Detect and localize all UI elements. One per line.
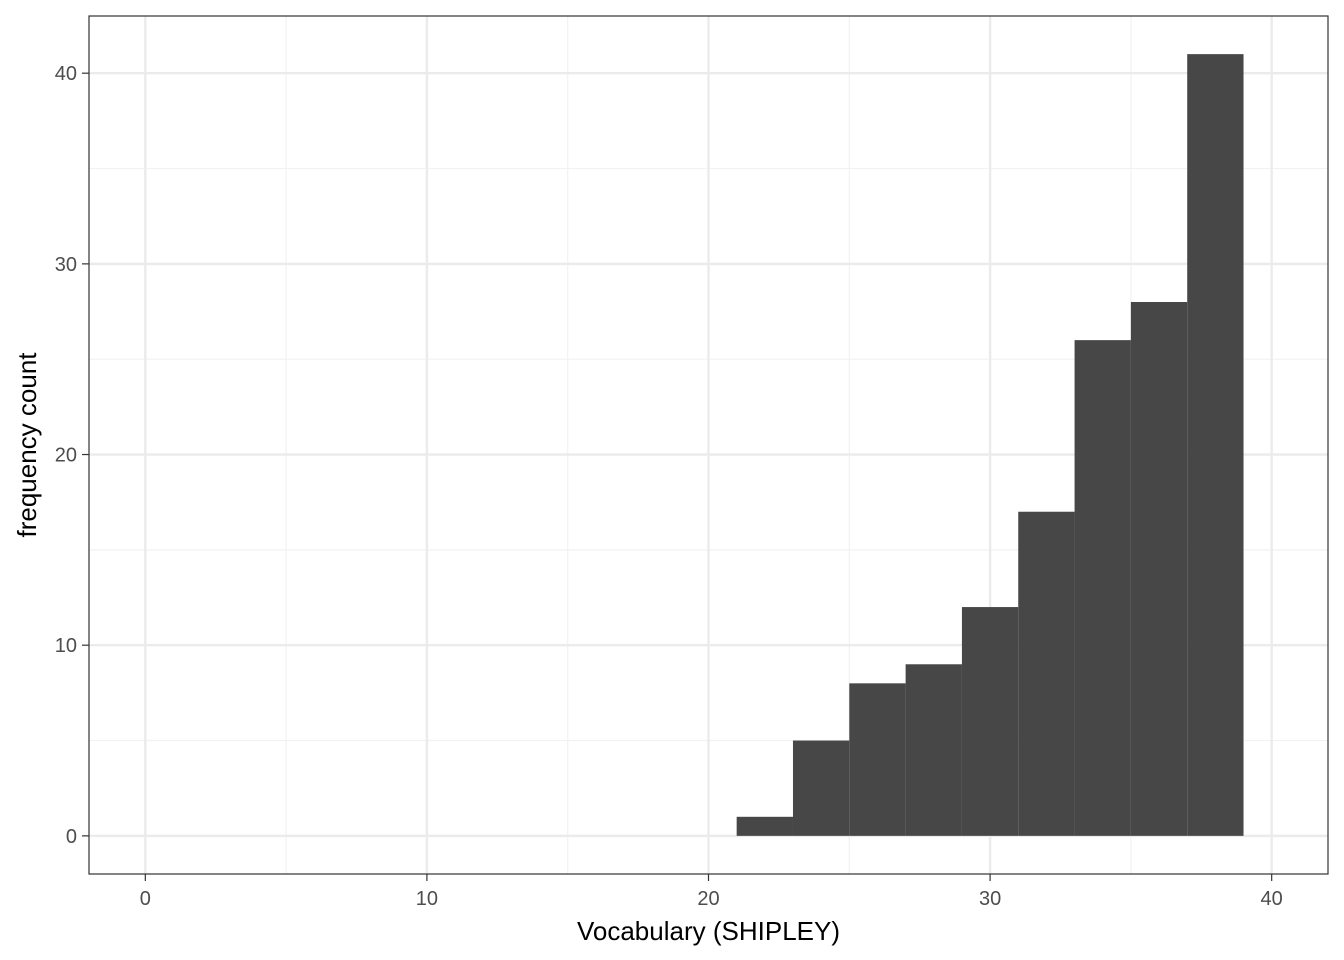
histogram-bar <box>849 683 906 836</box>
histogram-bar <box>792 740 850 836</box>
histogram-bars <box>736 54 1244 836</box>
x-tick-label: 30 <box>979 888 1001 910</box>
y-tick-label: 0 <box>66 826 77 848</box>
x-tick-label: 20 <box>697 888 719 910</box>
y-axis-title: frequency count <box>12 352 42 538</box>
x-axis-ticks: 0 10 20 30 40 <box>140 874 1283 910</box>
histogram-bar <box>905 664 962 836</box>
histogram-bar <box>1074 340 1131 836</box>
histogram-bar <box>1187 54 1244 836</box>
histogram-bar <box>736 816 793 836</box>
x-axis-title: Vocabulary (SHIPLEY) <box>577 916 840 946</box>
x-tick-label: 40 <box>1261 888 1283 910</box>
x-tick-label: 0 <box>140 888 151 910</box>
y-tick-label: 20 <box>55 445 77 467</box>
y-axis-ticks: 0 10 20 30 40 <box>55 63 89 848</box>
histogram-bar <box>1018 511 1075 836</box>
x-tick-label: 10 <box>416 888 438 910</box>
histogram-bar <box>1130 302 1188 836</box>
histogram-bar <box>961 607 1019 836</box>
y-tick-label: 10 <box>55 635 77 657</box>
y-tick-label: 40 <box>55 63 77 85</box>
y-tick-label: 30 <box>55 254 77 276</box>
